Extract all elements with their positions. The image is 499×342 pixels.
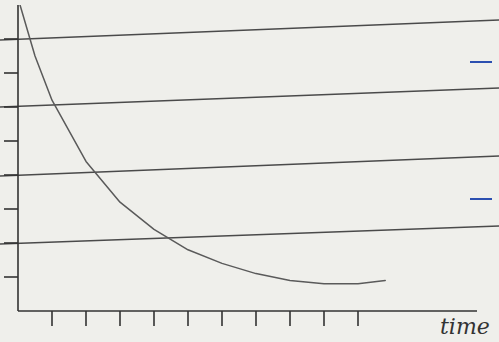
x-tick <box>51 311 53 326</box>
x-tick <box>255 311 257 326</box>
ink-mark <box>470 198 492 200</box>
x-tick <box>289 311 291 326</box>
paper-rule <box>0 156 499 176</box>
x-tick <box>119 311 121 326</box>
paper-rule <box>0 226 499 244</box>
y-tick <box>4 174 18 176</box>
y-tick <box>4 208 18 210</box>
y-tick <box>4 242 18 244</box>
y-tick <box>4 38 18 40</box>
y-tick <box>4 140 18 142</box>
paper-rule <box>0 20 499 40</box>
x-tick <box>187 311 189 326</box>
x-axis-label: time <box>440 314 490 339</box>
x-tick <box>357 311 359 326</box>
paper-rule <box>0 88 499 107</box>
x-tick <box>323 311 325 326</box>
x-tick <box>85 311 87 326</box>
x-tick <box>153 311 155 326</box>
ink-mark <box>470 61 492 63</box>
plot-area <box>20 5 385 284</box>
x-tick <box>221 311 223 326</box>
chart: time <box>0 0 499 342</box>
y-axis <box>17 5 19 311</box>
y-tick <box>4 72 18 74</box>
decay-curve <box>20 5 385 284</box>
y-tick <box>4 276 18 278</box>
x-axis <box>18 310 477 312</box>
y-tick <box>4 106 18 108</box>
